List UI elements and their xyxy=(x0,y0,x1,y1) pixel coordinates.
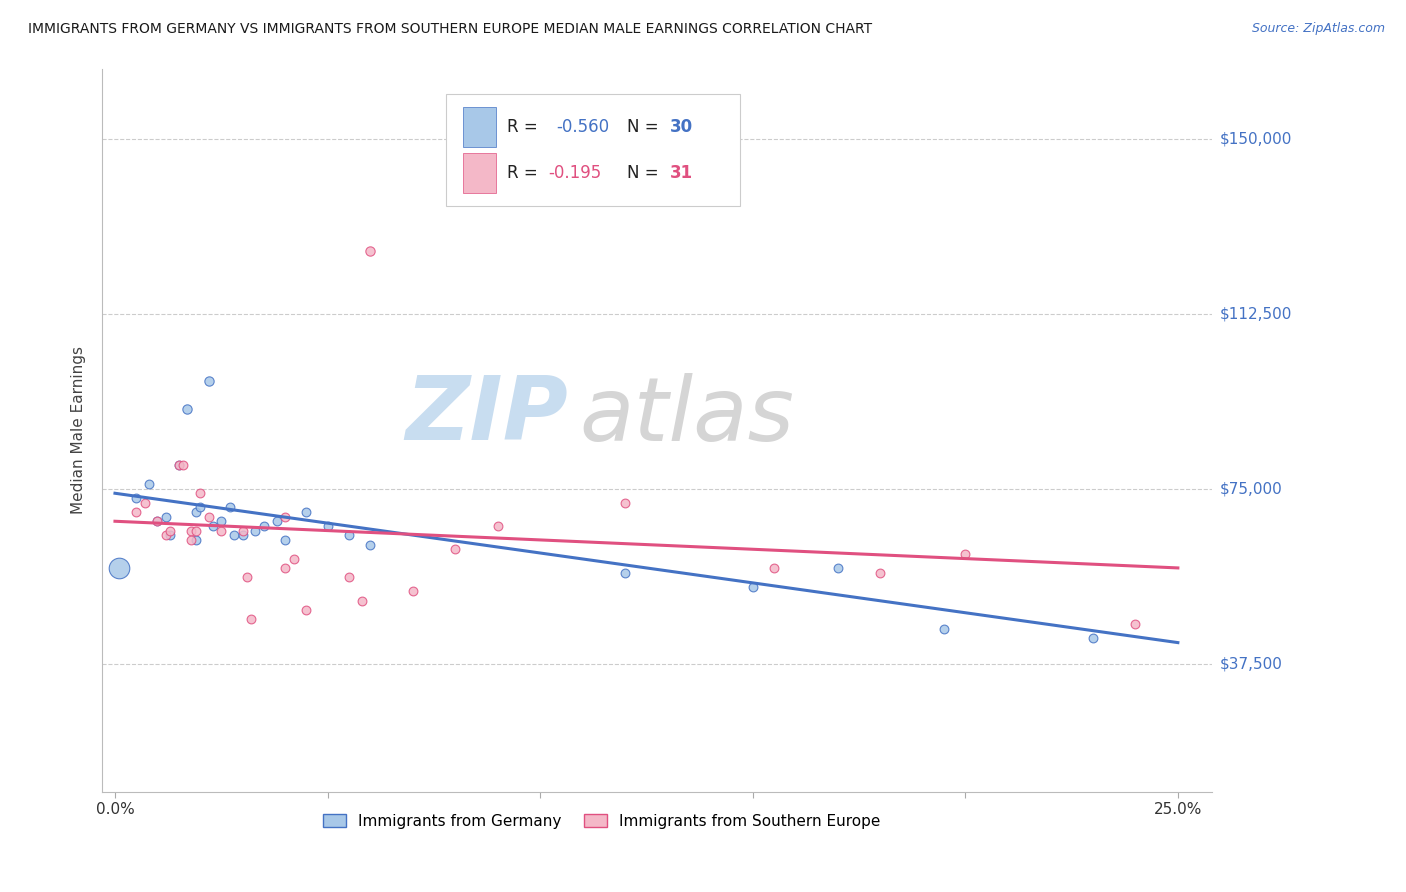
Text: -0.560: -0.560 xyxy=(555,118,609,136)
Point xyxy=(231,528,253,542)
Text: R =: R = xyxy=(508,118,543,136)
Point xyxy=(197,374,219,388)
Point xyxy=(295,505,318,519)
Point xyxy=(614,566,637,580)
Point xyxy=(401,584,423,599)
Text: -0.195: -0.195 xyxy=(548,164,602,182)
FancyBboxPatch shape xyxy=(463,153,496,193)
Point xyxy=(741,580,763,594)
FancyBboxPatch shape xyxy=(446,94,741,206)
Point xyxy=(350,593,373,607)
Text: 30: 30 xyxy=(671,118,693,136)
Point xyxy=(209,524,232,538)
Point xyxy=(172,458,194,473)
Point xyxy=(180,533,202,547)
Point xyxy=(245,524,267,538)
Point xyxy=(125,505,148,519)
Point xyxy=(444,542,467,557)
Text: 31: 31 xyxy=(671,164,693,182)
FancyBboxPatch shape xyxy=(463,107,496,146)
Text: atlas: atlas xyxy=(579,373,794,458)
Point xyxy=(274,561,297,575)
Point xyxy=(180,524,202,538)
Point xyxy=(614,495,637,509)
Point xyxy=(955,547,977,561)
Point xyxy=(184,533,207,547)
Point xyxy=(184,505,207,519)
Y-axis label: Median Male Earnings: Median Male Earnings xyxy=(72,346,86,515)
Point xyxy=(159,524,181,538)
Point xyxy=(827,561,849,575)
Point xyxy=(1081,631,1104,645)
Point xyxy=(236,570,259,584)
Point xyxy=(337,528,360,542)
Legend: Immigrants from Germany, Immigrants from Southern Europe: Immigrants from Germany, Immigrants from… xyxy=(316,808,887,835)
Point xyxy=(155,509,177,524)
Point xyxy=(359,538,381,552)
Point xyxy=(253,519,276,533)
Point xyxy=(283,551,305,566)
Point xyxy=(188,500,211,515)
Point xyxy=(869,566,891,580)
Point xyxy=(762,561,785,575)
Point xyxy=(155,528,177,542)
Text: $112,500: $112,500 xyxy=(1220,306,1292,321)
Point xyxy=(295,603,318,617)
Point xyxy=(1123,616,1146,631)
Point xyxy=(167,458,190,473)
Point xyxy=(167,458,190,473)
Point xyxy=(134,495,156,509)
Point xyxy=(231,524,253,538)
Point xyxy=(188,486,211,500)
Point xyxy=(274,533,297,547)
Text: $37,500: $37,500 xyxy=(1220,657,1284,671)
Text: $150,000: $150,000 xyxy=(1220,131,1292,146)
Point xyxy=(359,244,381,258)
Point xyxy=(337,570,360,584)
Point xyxy=(176,402,198,417)
Point xyxy=(125,491,148,505)
Point xyxy=(108,561,131,575)
Text: Source: ZipAtlas.com: Source: ZipAtlas.com xyxy=(1251,22,1385,36)
Point xyxy=(266,514,288,528)
Point xyxy=(138,477,160,491)
Point xyxy=(222,528,245,542)
Point xyxy=(146,514,169,528)
Point xyxy=(932,622,955,636)
Text: ZIP: ZIP xyxy=(405,372,568,459)
Point xyxy=(184,524,207,538)
Point xyxy=(201,519,224,533)
Point xyxy=(240,612,263,626)
Text: N =: N = xyxy=(627,164,664,182)
Point xyxy=(146,514,169,528)
Point xyxy=(486,519,509,533)
Text: $75,000: $75,000 xyxy=(1220,481,1282,496)
Point xyxy=(218,500,240,515)
Text: R =: R = xyxy=(508,164,543,182)
Text: IMMIGRANTS FROM GERMANY VS IMMIGRANTS FROM SOUTHERN EUROPE MEDIAN MALE EARNINGS : IMMIGRANTS FROM GERMANY VS IMMIGRANTS FR… xyxy=(28,22,872,37)
Text: N =: N = xyxy=(627,118,664,136)
Point xyxy=(209,514,232,528)
Point xyxy=(159,528,181,542)
Point xyxy=(316,519,339,533)
Point xyxy=(197,509,219,524)
Point xyxy=(274,509,297,524)
